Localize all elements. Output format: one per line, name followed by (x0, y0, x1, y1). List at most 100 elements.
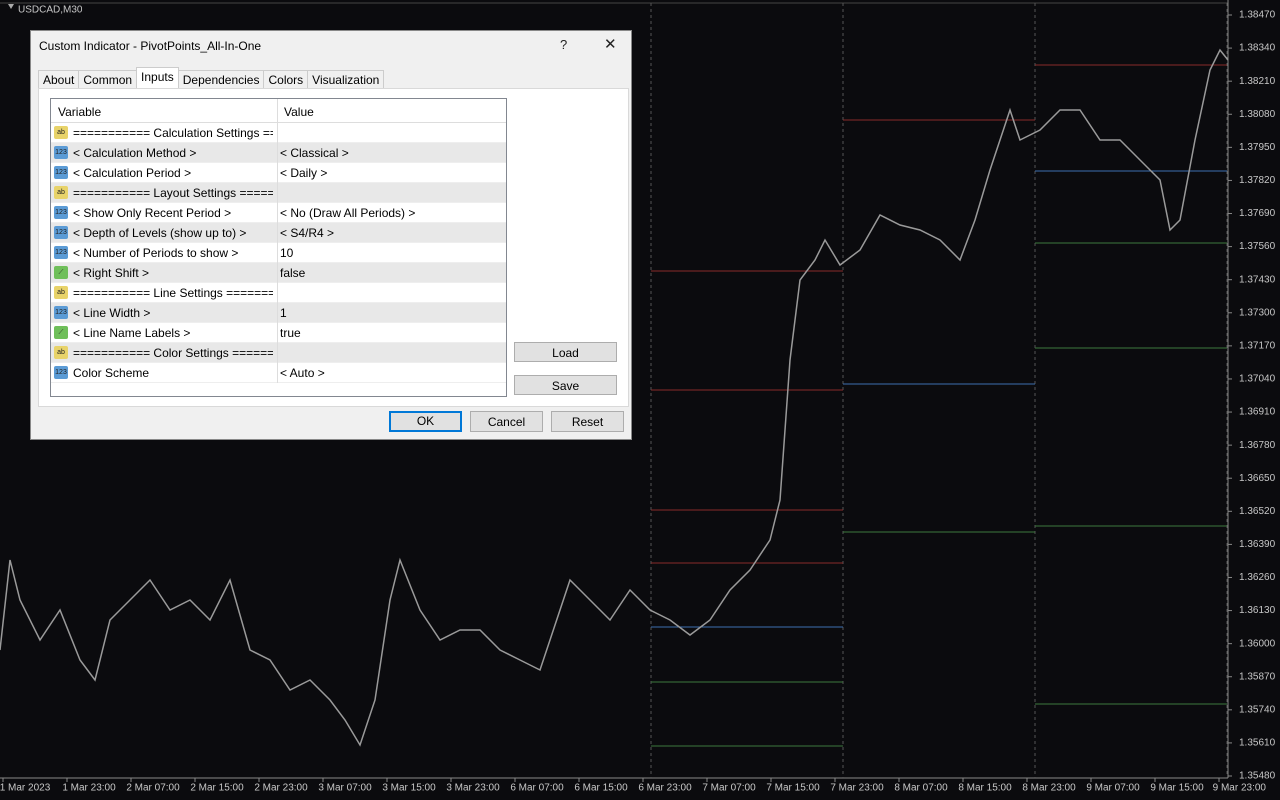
value-cell[interactable]: 10 (280, 246, 294, 260)
table-row[interactable]: ab =========== Calculation Settings ====.… (51, 123, 506, 143)
cell-divider (277, 143, 278, 163)
cell-divider (277, 263, 278, 283)
time-label: 7 Mar 15:00 (766, 783, 820, 794)
dialog-title: Custom Indicator - PivotPoints_All-In-On… (39, 39, 262, 53)
value-cell[interactable]: true (280, 326, 301, 340)
tab[interactable]: Inputs (136, 67, 179, 90)
time-label: 3 Mar 23:00 (446, 783, 500, 794)
dialog-button[interactable]: OK (389, 411, 462, 432)
row-icon: 123 (54, 246, 68, 259)
cell-divider (277, 203, 278, 223)
price-label: 1.37300 (1239, 307, 1276, 318)
price-label: 1.36130 (1239, 605, 1276, 616)
variable-cell: < Right Shift > (73, 266, 150, 280)
table-row[interactable]: 123 < Line Width > 1 (51, 303, 506, 323)
inputs-table: Variable Value ab =========== Calculation… (50, 98, 507, 397)
row-icon: 123 (54, 306, 68, 319)
time-label: 7 Mar 23:00 (830, 783, 884, 794)
time-label: 3 Mar 15:00 (382, 783, 436, 794)
help-button[interactable]: ? (560, 37, 568, 52)
tab[interactable]: Common (78, 70, 138, 90)
tab[interactable]: Colors (263, 70, 309, 90)
variable-cell: Color Scheme (73, 366, 150, 380)
time-label: 9 Mar 07:00 (1086, 783, 1140, 794)
row-icon: ab (54, 346, 68, 359)
price-label: 1.38080 (1239, 109, 1276, 120)
value-cell[interactable]: 1 (280, 306, 287, 320)
variable-cell: < Depth of Levels (show up to) > (73, 226, 247, 240)
price-label: 1.36260 (1239, 572, 1276, 583)
time-label: 3 Mar 07:00 (318, 783, 372, 794)
table-row[interactable]: ab =========== Color Settings ========... (51, 343, 506, 363)
price-label: 1.37950 (1239, 142, 1276, 153)
time-label: 6 Mar 23:00 (638, 783, 692, 794)
time-label: 8 Mar 15:00 (958, 783, 1012, 794)
table-row[interactable]: 123 Color Scheme < Auto > (51, 363, 506, 383)
row-icon: ⟋ (54, 326, 68, 339)
table-row[interactable]: ab =========== Line Settings ==========..… (51, 283, 506, 303)
variable-cell: < Number of Periods to show > (73, 246, 239, 260)
price-label: 1.37820 (1239, 175, 1276, 186)
price-label: 1.37430 (1239, 274, 1276, 285)
cell-divider (277, 243, 278, 263)
variable-cell: =========== Line Settings ==========... (73, 286, 273, 300)
tab[interactable]: About (38, 70, 80, 90)
row-icon: ab (54, 126, 68, 139)
time-label: 2 Mar 23:00 (254, 783, 308, 794)
value-cell[interactable]: < S4/R4 > (280, 226, 335, 240)
price-label: 1.37040 (1239, 374, 1276, 385)
cell-divider (277, 363, 278, 383)
cell-divider (277, 123, 278, 143)
table-row[interactable]: ab =========== Layout Settings ========..… (51, 183, 506, 203)
table-row[interactable]: ⟋ < Right Shift > false (51, 263, 506, 283)
table-row[interactable]: 123 < Calculation Period > < Daily > (51, 163, 506, 183)
close-button[interactable]: ✕ (604, 36, 617, 53)
time-label: 1 Mar 23:00 (62, 783, 116, 794)
row-icon: 123 (54, 366, 68, 379)
price-label: 1.35870 (1239, 671, 1276, 682)
tab[interactable]: Visualization (307, 70, 385, 90)
value-cell[interactable]: < Auto > (280, 366, 325, 380)
price-label: 1.38470 (1239, 10, 1276, 21)
time-label: 9 Mar 23:00 (1213, 783, 1267, 794)
inputs-panel: Variable Value ab =========== Calculation… (38, 88, 629, 407)
price-label: 1.35740 (1239, 704, 1276, 715)
value-cell[interactable]: < Classical > (280, 146, 349, 160)
value-cell[interactable]: < No (Draw All Periods) > (280, 206, 416, 220)
table-row[interactable]: 123 < Number of Periods to show > 10 (51, 243, 506, 263)
time-label: 1 Mar 2023 (0, 783, 51, 794)
table-row[interactable]: 123 < Calculation Method > < Classical > (51, 143, 506, 163)
side-button[interactable]: Save (514, 375, 617, 395)
table-row[interactable]: 123 < Show Only Recent Period > < No (Draw… (51, 203, 506, 223)
tab[interactable]: Dependencies (177, 70, 265, 90)
time-label: 8 Mar 07:00 (894, 783, 948, 794)
table-row[interactable]: ⟋ < Line Name Labels > true (51, 323, 506, 343)
header-cell[interactable]: Value (284, 105, 314, 119)
price-label: 1.37170 (1239, 341, 1276, 352)
variable-cell: =========== Layout Settings ========... (73, 186, 273, 200)
time-label: 6 Mar 07:00 (510, 783, 564, 794)
header-divider (277, 99, 278, 123)
value-cell[interactable]: false (280, 266, 306, 280)
cell-divider (277, 223, 278, 243)
row-icon: 123 (54, 206, 68, 219)
table-row[interactable]: 123 < Depth of Levels (show up to) > < S4/… (51, 223, 506, 243)
dialog-button[interactable]: Reset (551, 411, 624, 432)
price-label: 1.35480 (1239, 771, 1276, 782)
row-icon: ab (54, 286, 68, 299)
time-label: 8 Mar 23:00 (1022, 783, 1076, 794)
price-label: 1.37560 (1239, 241, 1276, 252)
row-icon: 123 (54, 226, 68, 239)
tab-bar: About Common Inputs Dependencies Colors Visua… (38, 67, 385, 90)
variable-cell: =========== Calculation Settings ====... (73, 126, 273, 140)
side-button[interactable]: Load (514, 342, 617, 362)
cell-divider (277, 323, 278, 343)
dialog-button[interactable]: Cancel (470, 411, 543, 432)
value-cell[interactable]: < Daily > (280, 166, 328, 180)
table-header: Variable Value (51, 99, 506, 123)
row-icon: ⟋ (54, 266, 68, 279)
header-cell[interactable]: Variable (58, 105, 102, 119)
time-label: 2 Mar 15:00 (190, 783, 244, 794)
